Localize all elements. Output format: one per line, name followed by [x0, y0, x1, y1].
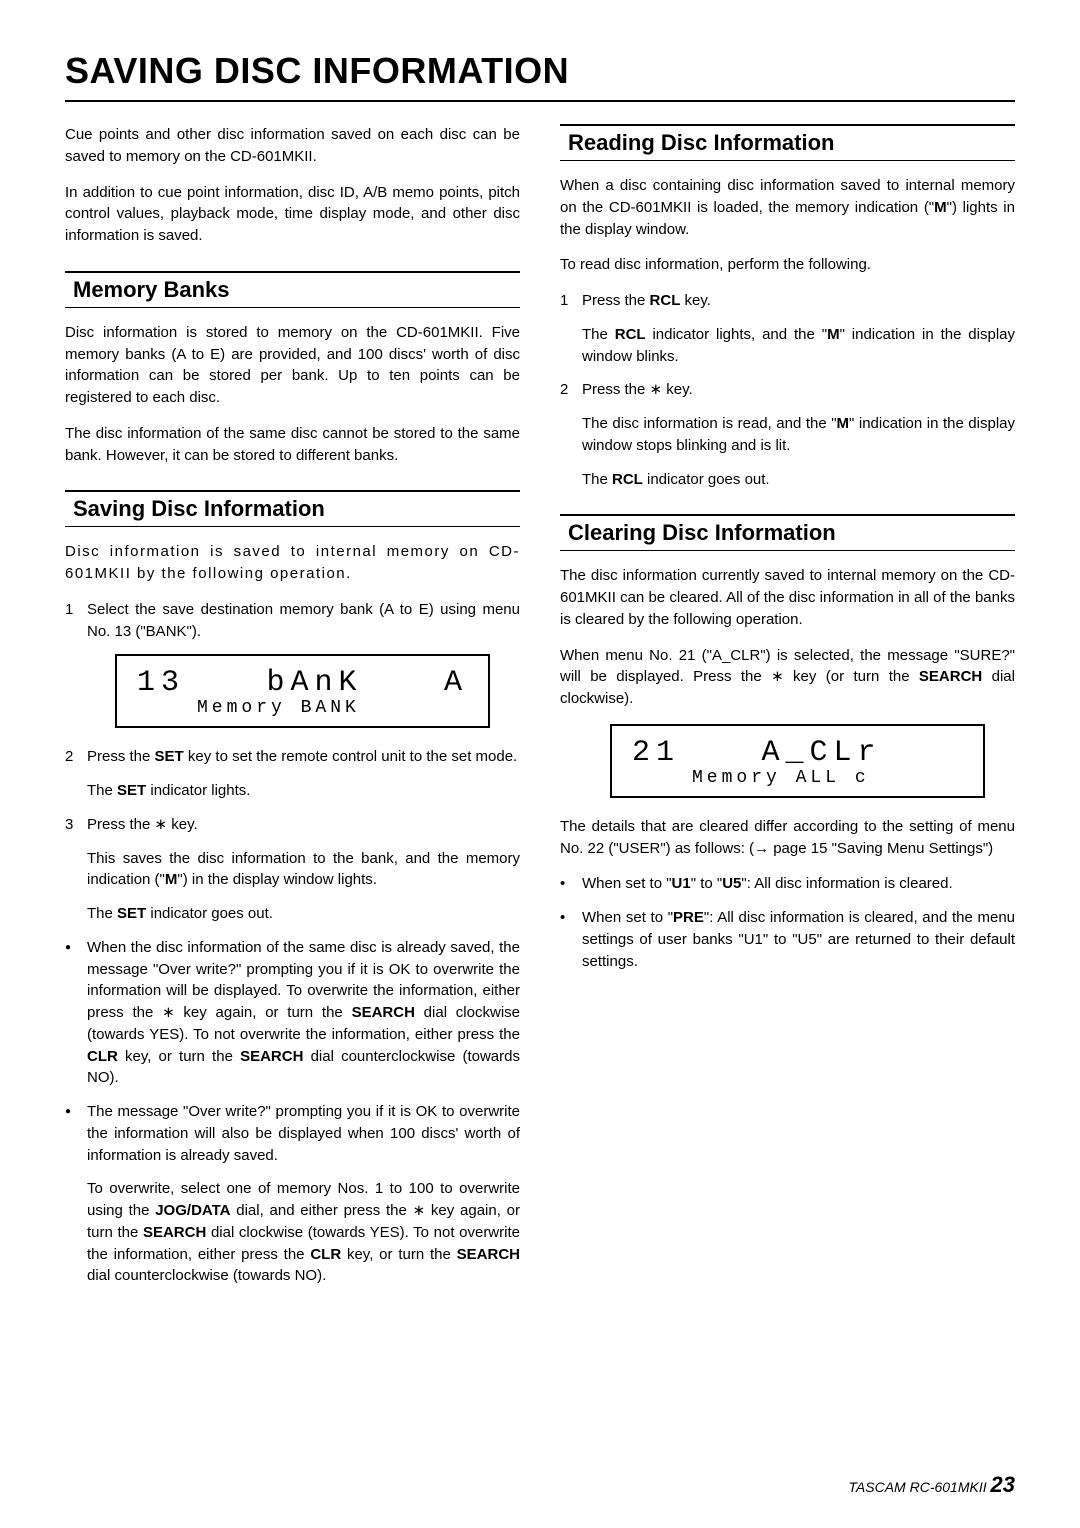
- read-step-2: 2 Press the ∗ key.: [560, 379, 1015, 401]
- step-3-sub2: The SET indicator goes out.: [87, 903, 520, 925]
- lcd-subtext: Memory BANK: [137, 698, 468, 718]
- clear-bullet-1: When set to "U1" to "U5": All disc infor…: [560, 873, 1015, 895]
- clearing-para-1: The disc information currently saved to …: [560, 565, 1015, 630]
- step-text: Press the RCL key.: [582, 290, 1015, 312]
- memory-banks-para-1: Disc information is stored to memory on …: [65, 322, 520, 409]
- step-2: 2 Press the SET key to set the remote co…: [65, 746, 520, 768]
- section-heading-reading: Reading Disc Information: [560, 124, 1015, 161]
- reading-para-1: When a disc containing disc information …: [560, 175, 1015, 240]
- bullet-text: When the disc information of the same di…: [87, 937, 520, 1089]
- step-text: Press the SET key to set the remote cont…: [87, 746, 520, 768]
- read-step-2-sub1: The disc information is read, and the "M…: [582, 413, 1015, 457]
- section-heading-clearing: Clearing Disc Information: [560, 514, 1015, 551]
- section-heading-saving: Saving Disc Information: [65, 490, 520, 527]
- bullet-2-sub: To overwrite, select one of memory Nos. …: [87, 1178, 520, 1287]
- step-number: 2: [65, 746, 87, 768]
- lcd-val: A: [444, 666, 468, 700]
- step-2-sub: The SET indicator lights.: [87, 780, 520, 802]
- saving-intro: Disc information is saved to internal me…: [65, 541, 520, 585]
- read-step-1: 1 Press the RCL key.: [560, 290, 1015, 312]
- bullet-text: The message "Over write?" prompting you …: [87, 1101, 520, 1166]
- bullet-icon: [65, 1101, 87, 1166]
- bullet-icon: [560, 907, 582, 972]
- reading-para-2: To read disc information, perform the fo…: [560, 254, 1015, 276]
- page-footer: TASCAM RC-601MKII 23: [848, 1472, 1015, 1498]
- step-text: Select the save destination memory bank …: [87, 599, 520, 643]
- step-text: Press the ∗ key.: [582, 379, 1015, 401]
- bullet-icon: [65, 937, 87, 1089]
- bullet-overwrite-1: When the disc information of the same di…: [65, 937, 520, 1089]
- memory-banks-para-2: The disc information of the same disc ca…: [65, 423, 520, 467]
- step-text: Press the ∗ key.: [87, 814, 520, 836]
- lcd-subtext: Memory ALL c: [632, 768, 963, 788]
- lcd-num: 13: [137, 666, 185, 700]
- lcd-text: bAnK: [266, 666, 362, 700]
- clear-bullet-2: When set to "PRE": All disc information …: [560, 907, 1015, 972]
- step-number: 2: [560, 379, 582, 401]
- step-1: 1 Select the save destination memory ban…: [65, 599, 520, 643]
- bullet-overwrite-2: The message "Over write?" prompting you …: [65, 1101, 520, 1166]
- intro-para-2: In addition to cue point information, di…: [65, 182, 520, 247]
- right-column: Reading Disc Information When a disc con…: [560, 124, 1015, 1299]
- page-title: SAVING DISC INFORMATION: [65, 50, 1015, 102]
- step-number: 3: [65, 814, 87, 836]
- left-column: Cue points and other disc information sa…: [65, 124, 520, 1299]
- two-column-layout: Cue points and other disc information sa…: [65, 124, 1015, 1299]
- read-step-2-sub2: The RCL indicator goes out.: [582, 469, 1015, 491]
- read-step-1-sub: The RCL indicator lights, and the "M" in…: [582, 324, 1015, 368]
- lcd-display-bank: 13 bAnK A Memory BANK: [115, 654, 490, 728]
- section-heading-memory-banks: Memory Banks: [65, 271, 520, 308]
- bullet-icon: [560, 873, 582, 895]
- step-number: 1: [65, 599, 87, 643]
- bullet-text: When set to "PRE": All disc information …: [582, 907, 1015, 972]
- step-number: 1: [560, 290, 582, 312]
- lcd-text: A_CLr: [762, 736, 882, 770]
- footer-model: TASCAM RC-601MKII: [848, 1479, 986, 1495]
- step-3: 3 Press the ∗ key.: [65, 814, 520, 836]
- lcd-display-clear: 21 A_CLr Memory ALL c: [610, 724, 985, 798]
- clearing-para-2: When menu No. 21 ("A_CLR") is selected, …: [560, 645, 1015, 710]
- step-3-sub1: This saves the disc information to the b…: [87, 848, 520, 892]
- lcd-num: 21: [632, 736, 680, 770]
- bullet-text: When set to "U1" to "U5": All disc infor…: [582, 873, 1015, 895]
- intro-para-1: Cue points and other disc information sa…: [65, 124, 520, 168]
- clearing-para-3: The details that are cleared differ acco…: [560, 816, 1015, 860]
- page-number: 23: [991, 1472, 1015, 1497]
